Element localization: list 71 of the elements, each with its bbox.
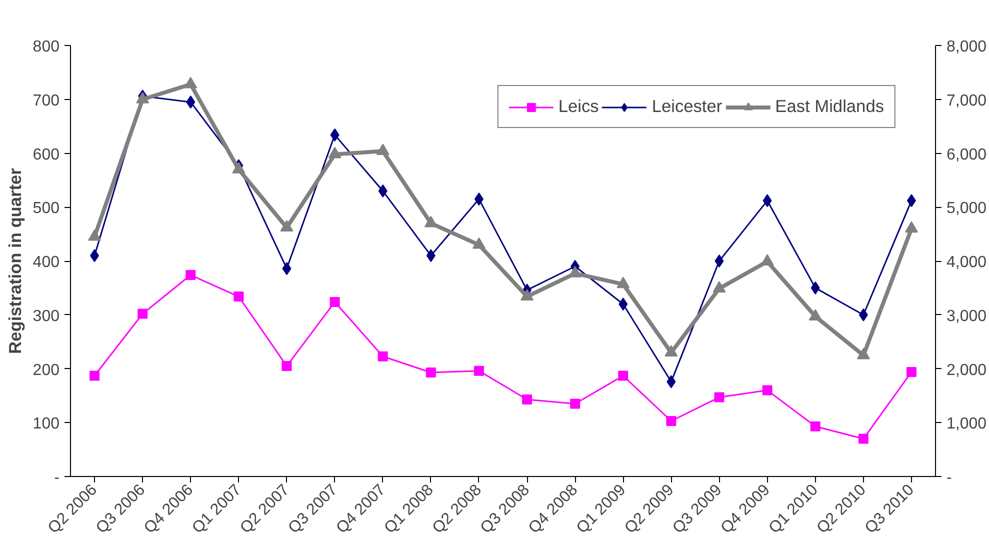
point xyxy=(808,309,822,320)
point xyxy=(666,375,676,388)
point xyxy=(232,162,246,174)
y2-tick-label: 1,000 xyxy=(946,416,987,433)
point xyxy=(234,292,244,302)
point xyxy=(570,398,580,409)
point xyxy=(906,366,916,377)
point xyxy=(138,308,148,319)
point xyxy=(664,345,678,357)
y-tick-label: - xyxy=(54,470,60,486)
point xyxy=(426,368,436,378)
point xyxy=(714,392,724,402)
y-tick-label: 600 xyxy=(32,146,60,164)
point xyxy=(714,254,724,268)
point xyxy=(184,76,198,88)
point xyxy=(88,229,102,241)
y-tick-label: 400 xyxy=(32,254,60,271)
point xyxy=(330,128,340,142)
point xyxy=(376,144,390,156)
y-tick-label: 300 xyxy=(32,308,60,325)
point xyxy=(856,348,870,360)
point xyxy=(858,308,868,322)
point xyxy=(472,237,486,249)
point xyxy=(426,249,436,262)
y2-tick-label: 6,000 xyxy=(946,146,987,164)
point xyxy=(520,289,534,301)
point xyxy=(90,370,100,381)
point xyxy=(90,249,100,262)
point xyxy=(330,296,340,307)
point xyxy=(282,262,292,276)
point xyxy=(762,385,772,396)
point xyxy=(810,281,820,294)
point xyxy=(762,194,772,208)
point xyxy=(522,394,532,404)
point xyxy=(378,351,388,362)
y-tick-label: 200 xyxy=(32,362,60,379)
point xyxy=(712,281,726,292)
legend-label: Leics xyxy=(558,96,599,117)
point xyxy=(904,221,918,233)
y2-tick-label: - xyxy=(946,470,952,486)
y-tick-label: 100 xyxy=(32,416,60,433)
point xyxy=(328,146,342,158)
point xyxy=(186,270,196,280)
y-tick-label: 800 xyxy=(32,38,60,56)
point xyxy=(474,192,484,206)
y2-tick-label: 3,000 xyxy=(946,308,987,325)
point xyxy=(616,276,630,288)
y2-tick-label: 8,000 xyxy=(946,38,987,56)
legend-label: Leicester xyxy=(652,96,722,117)
point xyxy=(282,361,292,372)
point xyxy=(474,366,484,376)
point xyxy=(618,298,628,311)
y-tick-label: 700 xyxy=(32,92,60,110)
y-tick-label: 500 xyxy=(32,200,60,218)
point xyxy=(378,184,388,198)
y-axis-title: Registration in quarter xyxy=(4,168,25,354)
y2-tick-label: 2,000 xyxy=(946,362,987,379)
point xyxy=(810,421,820,432)
point xyxy=(666,416,676,426)
point xyxy=(760,254,774,266)
point xyxy=(186,96,196,109)
point xyxy=(618,370,628,381)
y2-tick-label: 7,000 xyxy=(946,92,987,110)
legend-label: East Midlands xyxy=(775,96,884,117)
point xyxy=(858,434,868,444)
y2-tick-label: 5,000 xyxy=(946,200,987,218)
point xyxy=(568,266,582,278)
point xyxy=(424,216,438,228)
point xyxy=(906,194,916,208)
point xyxy=(280,220,294,232)
y2-tick-label: 4,000 xyxy=(946,254,987,271)
